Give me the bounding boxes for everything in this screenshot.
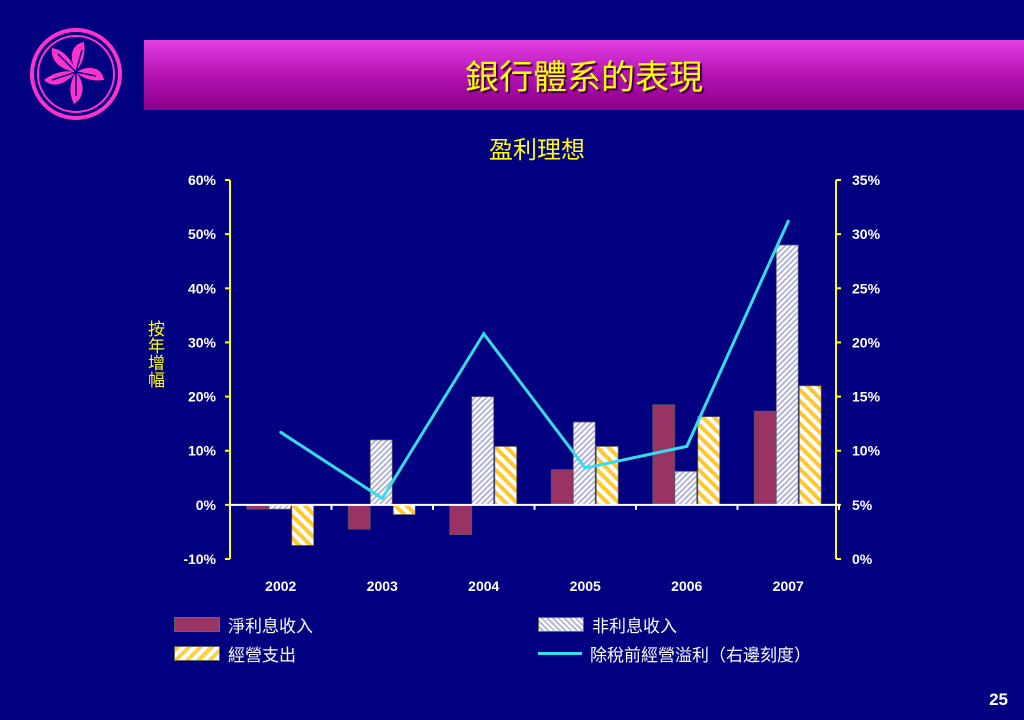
y2-tick-label: 30%	[852, 226, 881, 242]
y2-tick-label: 0%	[852, 551, 873, 567]
x-tick-label: 2004	[468, 578, 499, 594]
x-tick-label: 2002	[265, 578, 296, 594]
y-tick-label: 10%	[188, 443, 217, 459]
bar-非利息收入-2005	[572, 421, 596, 506]
bar-經營支出-2002	[291, 504, 315, 546]
bar-經營支出-2003	[392, 504, 416, 516]
legend-item-pretax-profit: 除稅前經營溢利（右邊刻度）	[538, 641, 811, 666]
bar-經營支出-2007	[798, 385, 822, 506]
bar-經營支出-2004	[494, 445, 518, 506]
y2-tick-label: 20%	[852, 334, 881, 350]
bar-淨利息收入-2005	[550, 469, 574, 506]
page-number: 25	[989, 690, 1008, 709]
y-tick-label: 60%	[188, 172, 217, 188]
bar-經營支出-2005	[595, 445, 619, 506]
line-series-pretax-profit	[279, 220, 790, 501]
line-point-2002	[279, 430, 283, 434]
y2-tick-label: 35%	[852, 172, 881, 188]
line-point-2006	[685, 444, 689, 448]
chart-title: 盈利理想	[489, 136, 585, 164]
legend-swatch-operating-expenses	[174, 645, 220, 661]
y-tick-label: 20%	[188, 389, 217, 405]
legend-swatch-pretax-profit	[538, 651, 582, 655]
line-point-2003	[380, 496, 384, 500]
bar-經營支出-2006	[697, 416, 721, 506]
y2-tick-label: 25%	[852, 280, 881, 296]
y-tick-label: 30%	[188, 334, 217, 350]
y2-tick-label: 5%	[852, 497, 873, 513]
y2-tick-label: 10%	[852, 443, 881, 459]
line-point-2007	[786, 219, 790, 223]
x-tick-label: 2003	[367, 578, 398, 594]
y-tick-label: -10%	[183, 551, 216, 567]
bar-非利息收入-2007	[775, 244, 799, 506]
bar-淨利息收入-2006	[652, 404, 676, 506]
y-tick-label: 40%	[188, 280, 217, 296]
title-banner: 銀行體系的表現	[144, 40, 1024, 110]
y-axis-label: 按年增幅	[144, 320, 164, 388]
x-tick-label: 2005	[570, 578, 601, 594]
legend-item-net-interest-income: 淨利息收入	[174, 612, 313, 637]
x-tick-label: 2006	[671, 578, 702, 594]
bar-淨利息收入-2007	[753, 410, 777, 506]
bar-淨利息收入-2003	[347, 504, 371, 530]
legend-label: 淨利息收入	[228, 616, 313, 637]
bauhinia-logo	[28, 26, 124, 122]
legend-label: 除稅前經營溢利（右邊刻度）	[590, 645, 811, 666]
legend-label: 非利息收入	[592, 616, 677, 637]
legend-swatch-net-interest-income	[174, 616, 220, 632]
bar-非利息收入-2004	[471, 396, 495, 506]
y-tick-label: 0%	[196, 497, 217, 513]
line-point-2004	[482, 332, 486, 336]
y-tick-label: 50%	[188, 226, 217, 242]
x-tick-label: 2007	[773, 578, 804, 594]
legend-swatch-non-interest-income	[538, 616, 584, 632]
bar-非利息收入-2003	[369, 439, 393, 506]
legend-label: 經營支出	[228, 645, 296, 666]
bar-非利息收入-2006	[674, 470, 698, 506]
y2-tick-label: 15%	[852, 389, 881, 405]
legend-item-non-interest-income: 非利息收入	[538, 612, 677, 637]
legend-item-operating-expenses: 經營支出	[174, 641, 296, 666]
line-point-2005	[583, 466, 587, 470]
bar-淨利息收入-2004	[449, 504, 473, 536]
page-title: 銀行體系的表現	[465, 58, 703, 98]
